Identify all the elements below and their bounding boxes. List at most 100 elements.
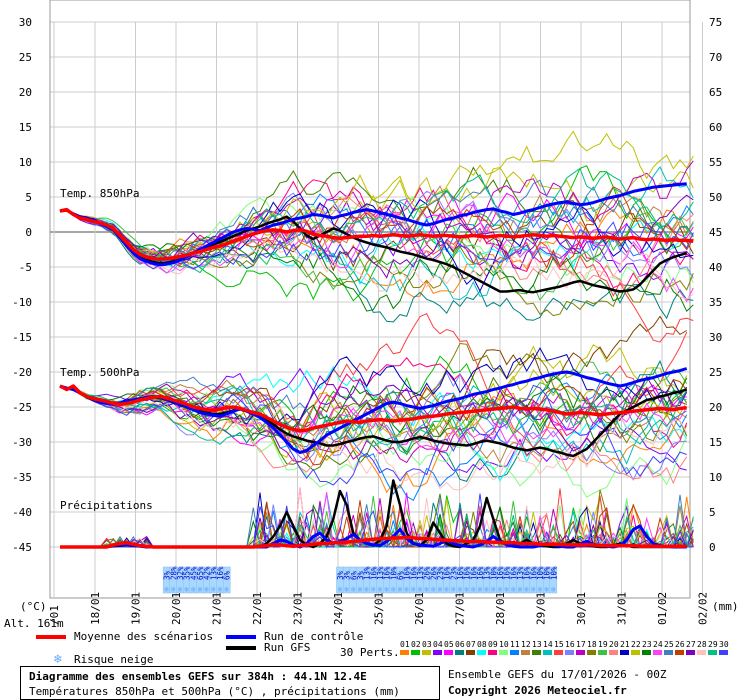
snowflake-icon: ❄ [338, 585, 343, 594]
snowflake-icon: ❄ [464, 585, 469, 594]
right-tick-label: 35 [709, 296, 722, 309]
snowflake-icon: ❄ [471, 585, 476, 594]
snowflake-icon: ❄ [498, 585, 503, 594]
left-tick-label: -5 [19, 261, 32, 274]
snow-percent: 16% [463, 566, 472, 580]
member-number: 23 [642, 640, 652, 649]
snow-percent: 16% [443, 566, 452, 580]
snow-percent: 6% [396, 570, 405, 580]
left-tick-label: 0 [25, 226, 32, 239]
date-label: 21/01 [211, 592, 224, 625]
copyright: Copyright 2026 Meteociel.fr [448, 684, 627, 697]
line-t850 [59, 182, 687, 267]
member-line [59, 375, 688, 452]
footer-subtitle: Températures 850hPa et 500hPa (°C) , pré… [29, 685, 400, 698]
left-tick-label: -10 [12, 296, 32, 309]
member-number: 04 [433, 640, 443, 649]
ensemble-run-label: Ensemble GEFS du 17/01/2026 - 00Z [448, 668, 667, 681]
snowflake-icon: ❄ [531, 585, 536, 594]
member-number: 28 [697, 640, 707, 649]
member-number: 05 [444, 640, 454, 649]
right-tick-label: 55 [709, 156, 722, 169]
legend-mean: Moyenne des scénarios [74, 630, 214, 643]
member-swatch [433, 650, 442, 655]
right-tick-label: 50 [709, 191, 722, 204]
right-tick-label: 60 [709, 121, 722, 134]
member-line [59, 385, 687, 494]
member-swatch [675, 650, 684, 655]
member-swatch [697, 650, 706, 655]
snow-percent: 13% [376, 566, 385, 580]
member-line [59, 166, 694, 263]
member-line [59, 209, 694, 300]
snow-percent: 13% [416, 566, 425, 580]
line-precip [60, 535, 687, 549]
snow-percent: 10% [549, 566, 558, 580]
member-number: 22 [631, 640, 641, 649]
section-label-t500: Temp. 500hPa [60, 366, 139, 379]
snow-percent: 16% [469, 566, 478, 580]
member-line [59, 204, 694, 303]
member-swatch [609, 650, 618, 655]
date-label: 26/01 [413, 592, 426, 625]
snow-percent: 10% [489, 566, 498, 580]
date-label: 22/01 [251, 592, 264, 625]
member-swatch [521, 650, 530, 655]
member-line [59, 209, 694, 313]
snow-percent: 23% [436, 566, 445, 580]
snow-percent: 32% [176, 566, 185, 580]
snow-percent: 13% [516, 566, 525, 580]
snowflake-icon: ❄ [491, 585, 496, 594]
snow-risk-row: 3%❄28%❄32%❄35%❄45%❄65%❄42%❄13%❄16%❄6%❄3%… [163, 566, 559, 594]
snowflake-icon: ❄ [371, 585, 376, 594]
member-swatch [477, 650, 486, 655]
snowflake-icon: ❄ [378, 585, 383, 594]
member-swatch [488, 650, 497, 655]
member-line [59, 186, 694, 269]
date-label: 31/01 [616, 592, 629, 625]
member-number: 10 [499, 640, 509, 649]
snow-percent: 16% [476, 566, 485, 580]
snowflake-icon: ❄ [551, 585, 556, 594]
snow-percent: 16% [496, 566, 505, 580]
snow-percent: 10% [543, 566, 552, 580]
snowflake-icon: ❄ [484, 585, 489, 594]
snowflake-icon: ❄ [438, 585, 443, 594]
snowflake-icon: ❄ [344, 585, 349, 594]
right-tick-label: 20 [709, 401, 722, 414]
snow-percent: 28% [169, 566, 178, 580]
member-number: 21 [620, 640, 630, 649]
member-line [59, 361, 688, 441]
member-26 [59, 186, 694, 549]
snowflake-icon: ❄ [218, 585, 223, 594]
snowflake-icon: ❄ [424, 585, 429, 594]
snowflake-icon: ❄ [384, 585, 389, 594]
member-swatch [576, 650, 585, 655]
right-tick-label: 10 [709, 471, 722, 484]
member-swatch [719, 650, 728, 655]
plot-frame [49, 0, 691, 599]
left-tick-label: 25 [19, 51, 32, 64]
snowflake-icon: ❄ [504, 585, 509, 594]
left-tick-label: 10 [19, 156, 32, 169]
section-label-precip: Précipitations [60, 499, 153, 512]
snowflake-icon: ❄ [431, 585, 436, 594]
member-number: 15 [554, 640, 564, 649]
member-number: 27 [686, 640, 696, 649]
main-series [59, 182, 694, 549]
snowflake-icon: ❄ [391, 585, 396, 594]
left-unit-label: (°C) [20, 600, 47, 613]
member-line [59, 209, 694, 301]
snow-percent: 26% [429, 566, 438, 580]
snowflake-icon: ❄ [164, 585, 169, 594]
member-swatch [565, 650, 574, 655]
member-swatch [532, 650, 541, 655]
member-swatch [554, 650, 563, 655]
date-label: 25/01 [373, 592, 386, 625]
snow-percent: 16% [509, 566, 518, 580]
snow-percent: 16% [523, 566, 532, 580]
left-tick-label: -20 [12, 366, 32, 379]
snowflake-icon: ❄ [538, 585, 543, 594]
member-22 [59, 130, 694, 548]
